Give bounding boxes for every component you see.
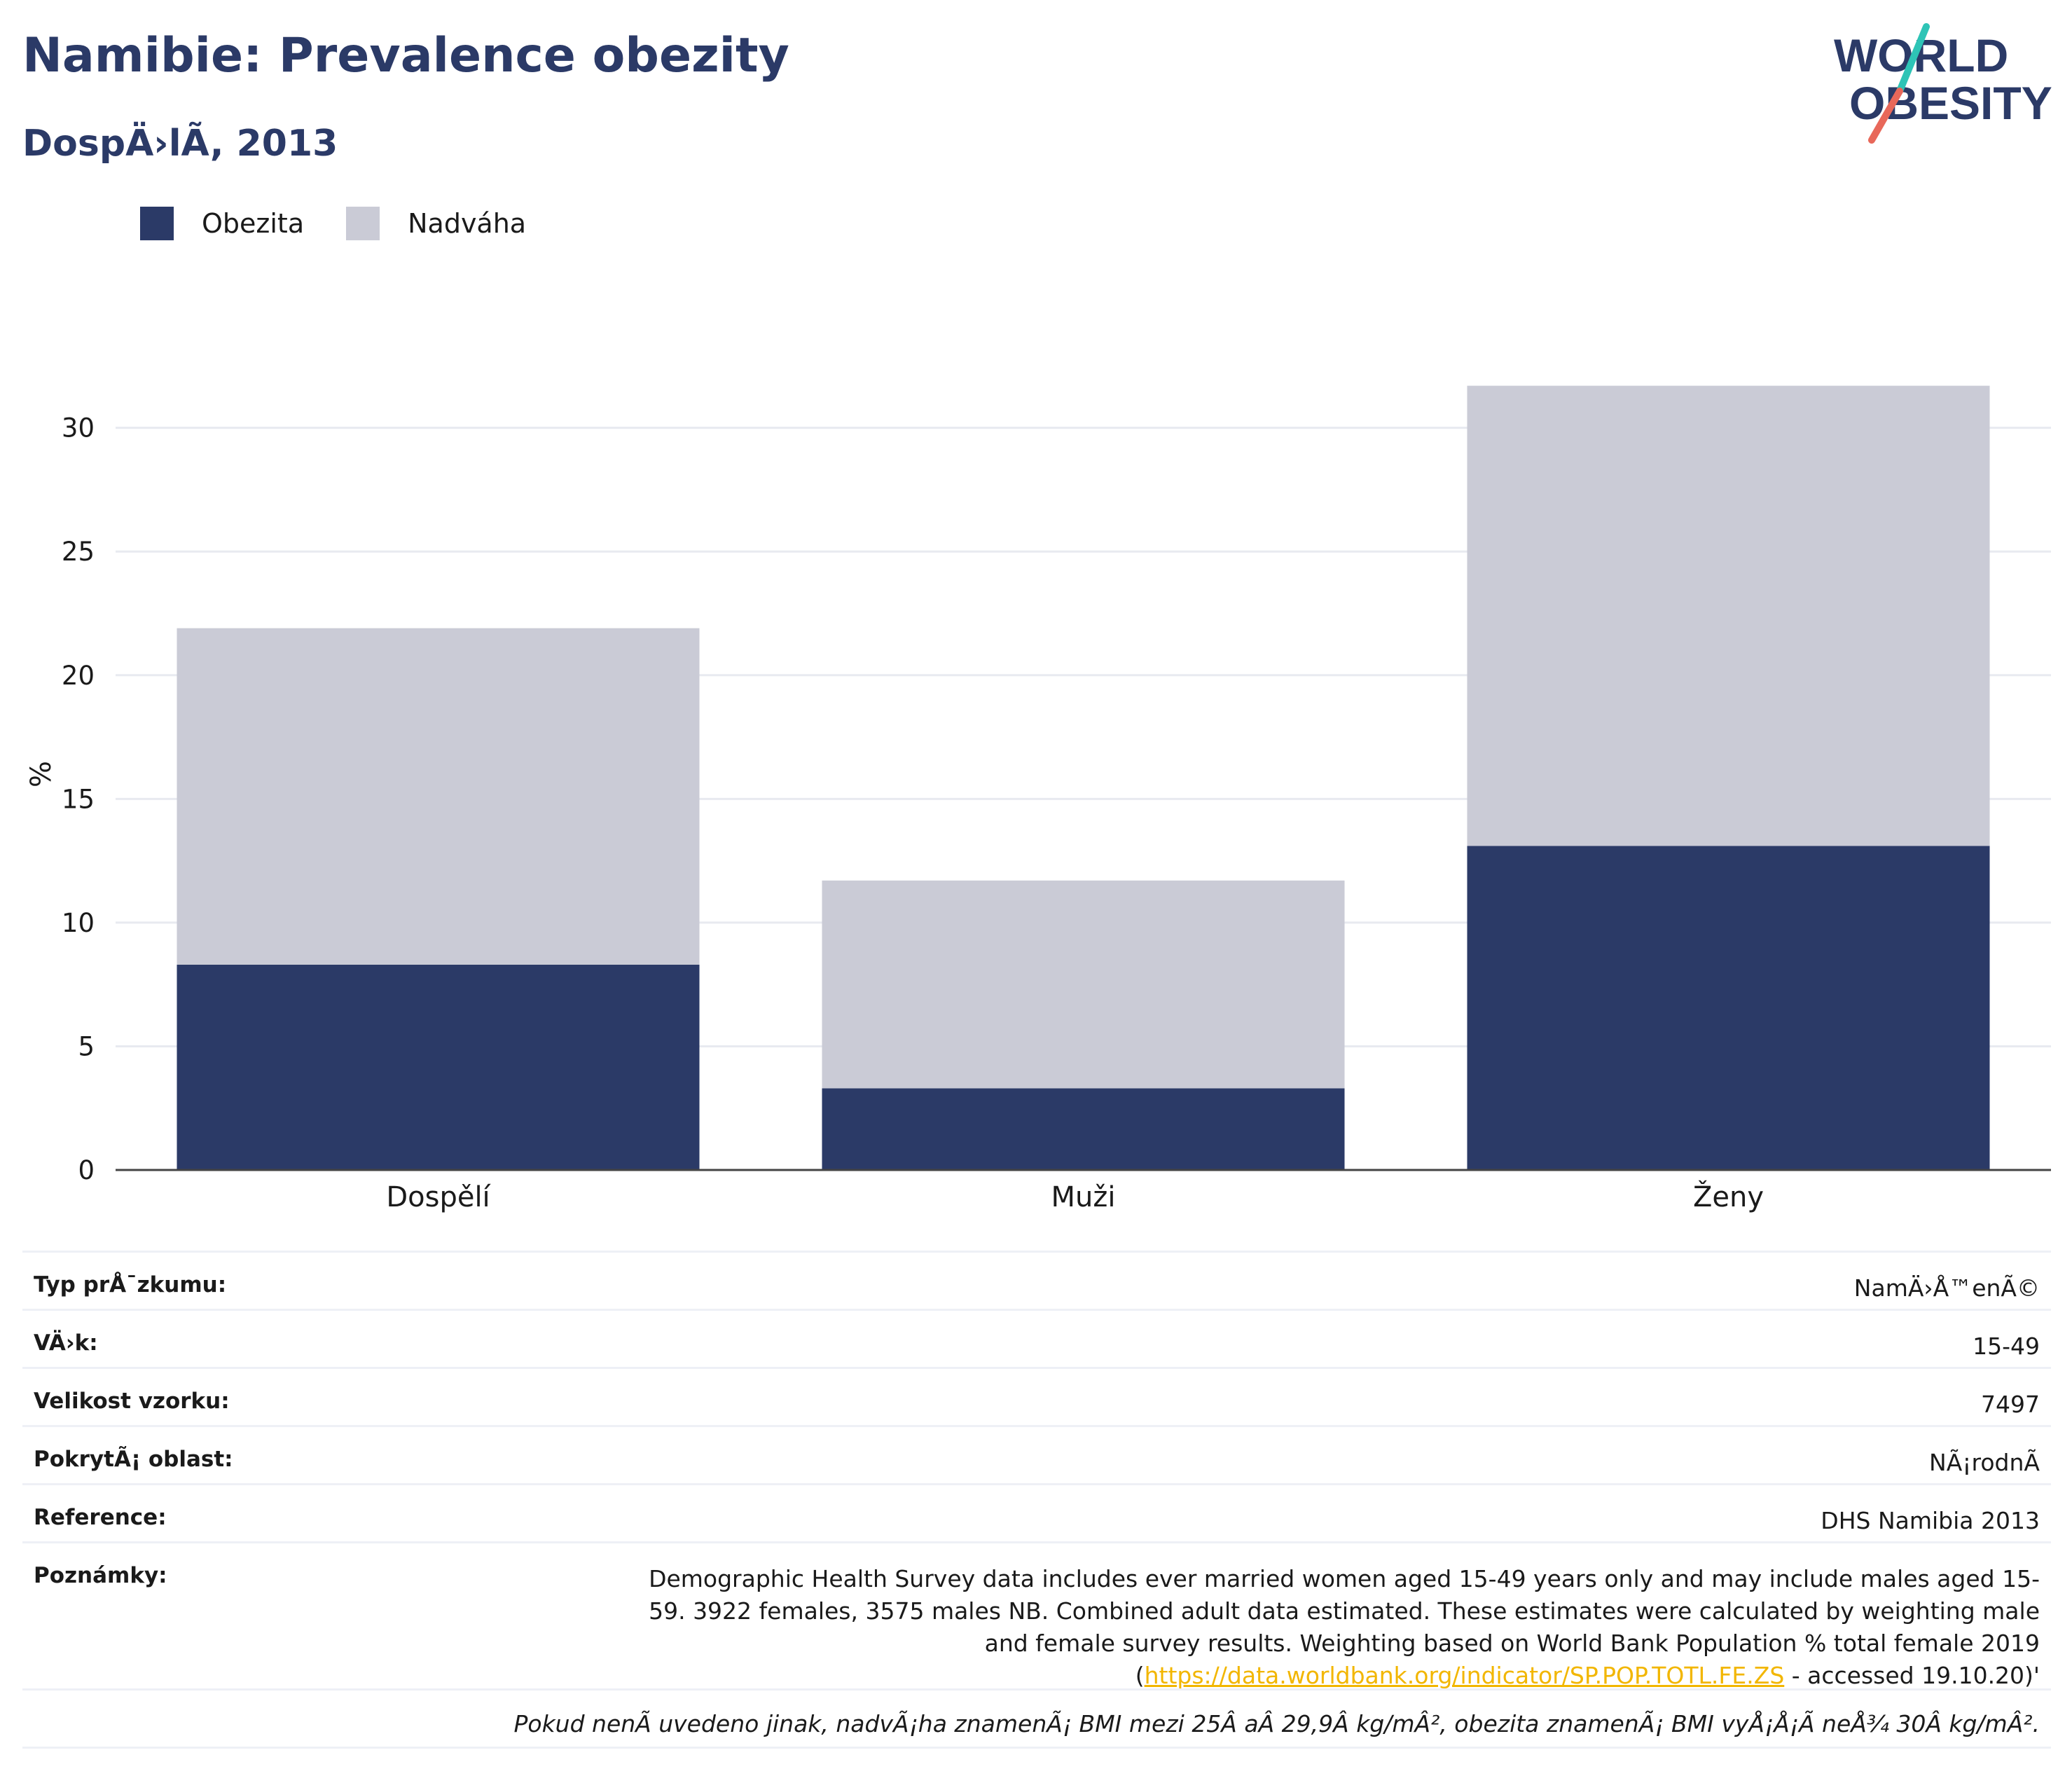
- y-axis-label: %: [25, 761, 57, 787]
- y-tick-label: 5: [78, 1031, 95, 1061]
- info-key: PokrytÃ¡ oblast:: [34, 1447, 233, 1472]
- y-tick-label: 20: [62, 661, 95, 691]
- info-value: 7497: [1981, 1391, 2040, 1418]
- legend-swatch-obezita: [140, 207, 174, 240]
- x-tick-label: Ženy: [1693, 1180, 1764, 1213]
- worldbank-link[interactable]: https://data.worldbank.org/indicator/SP.…: [1144, 1662, 1785, 1689]
- legend-item-obezita[interactable]: Obezita: [140, 207, 304, 240]
- footnote: Pokud nenÃ uvedeno jinak, nadvÃ¡ha zname…: [22, 1688, 2051, 1749]
- y-tick-label: 25: [62, 537, 95, 567]
- notes-text-after: - accessed 19.10.20)': [1784, 1662, 2040, 1689]
- chart-title: Namibie: Prevalence obezity: [22, 28, 789, 83]
- y-tick-label: 30: [62, 413, 95, 443]
- info-key: Poznámky:: [34, 1563, 167, 1588]
- info-value: 15-49: [1973, 1333, 2040, 1360]
- info-value: NamÄ›Å™enÃ©: [1853, 1274, 2040, 1302]
- info-row-survey-type: Typ prÅ¯zkumu: NamÄ›Å™enÃ©: [22, 1251, 2051, 1309]
- notes-text-before: Demographic Health Survey data includes …: [649, 1565, 2040, 1689]
- info-row-reference: Reference: DHS Namibia 2013: [22, 1483, 2051, 1541]
- x-tick-label: Muži: [1051, 1181, 1116, 1213]
- bar-nadváha-2: [1467, 385, 1990, 846]
- legend-label-obezita: Obezita: [202, 208, 305, 239]
- chart-subtitle: DospÄ›lÃ, 2013: [22, 123, 338, 165]
- bar-obezita-2: [1467, 846, 1990, 1170]
- y-tick-label: 0: [78, 1155, 95, 1185]
- info-key: VÄ›k:: [34, 1330, 98, 1356]
- y-tick-label: 10: [62, 908, 95, 938]
- world-obesity-logo: WORLD OBESITY: [1834, 23, 2052, 144]
- info-key: Typ prÅ¯zkumu:: [34, 1272, 227, 1297]
- x-tick-label: Dospělí: [386, 1181, 491, 1213]
- bar-obezita-0: [177, 964, 700, 1170]
- y-tick-label: 15: [62, 784, 95, 814]
- info-key: Velikost vzorku:: [34, 1389, 230, 1414]
- info-row-area: PokrytÃ¡ oblast: NÃ¡rodnÃ: [22, 1425, 2051, 1483]
- info-row-age: VÄ›k: 15-49: [22, 1309, 2051, 1367]
- legend: Obezita Nadváha: [140, 207, 568, 240]
- info-key: Reference:: [34, 1505, 167, 1530]
- legend-item-nadvaha[interactable]: Nadváha: [346, 207, 526, 240]
- bar-nadváha-0: [177, 628, 700, 965]
- bar-obezita-1: [822, 1088, 1345, 1170]
- info-table: Typ prÅ¯zkumu: NamÄ›Å™enÃ© VÄ›k: 15-49 V…: [22, 1251, 2051, 1749]
- info-value: NÃ¡rodnÃ: [1929, 1449, 2040, 1476]
- info-row-notes: Poznámky: Demographic Health Survey data…: [22, 1541, 2051, 1689]
- info-row-sample-size: Velikost vzorku: 7497: [22, 1367, 2051, 1425]
- legend-swatch-nadvaha: [346, 207, 380, 240]
- legend-label-nadvaha: Nadváha: [408, 208, 527, 239]
- bar-nadváha-1: [822, 880, 1345, 1089]
- notes-text: Demographic Health Survey data includes …: [639, 1563, 2040, 1692]
- info-value: DHS Namibia 2013: [1821, 1507, 2040, 1534]
- bar-chart: 0 5 10 15 20 25 30% Dospělí Muži Ženy: [25, 385, 2051, 1213]
